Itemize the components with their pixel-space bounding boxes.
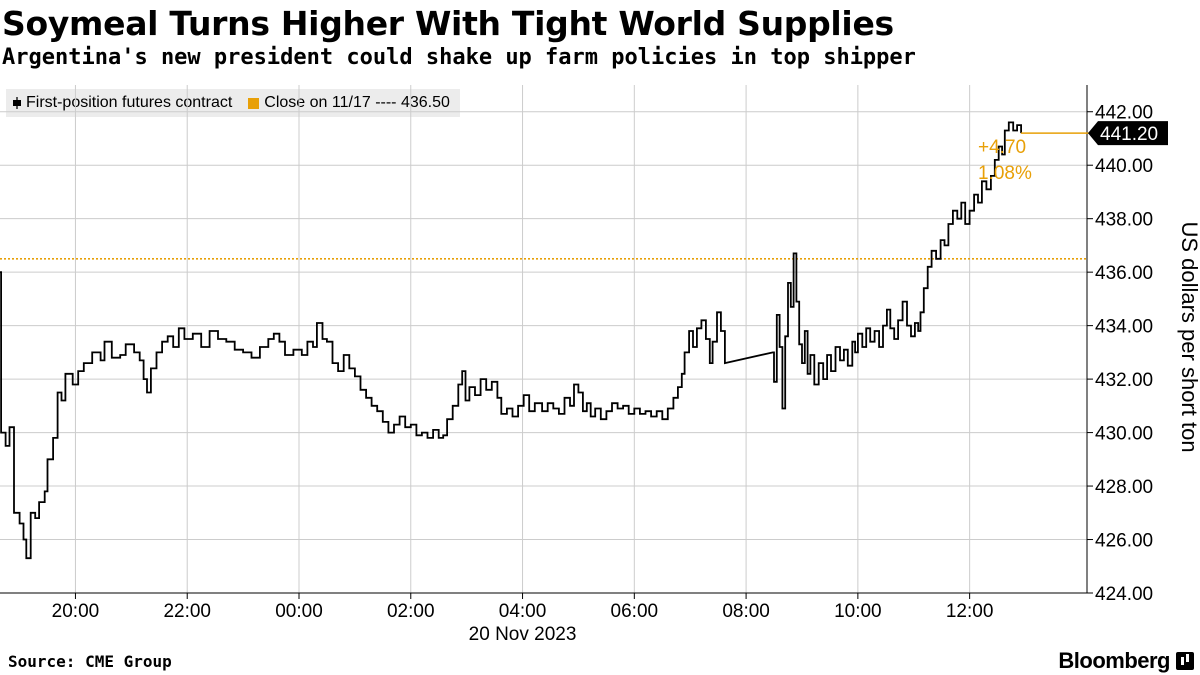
brand-logo: Bloomberg <box>1058 648 1170 673</box>
x-tick-label: 02:00 <box>387 601 435 622</box>
y-tick-label: 428.00 <box>1095 477 1153 498</box>
x-tick-label: 10:00 <box>834 601 882 622</box>
x-tick-label: 00:00 <box>275 601 323 622</box>
x-tick-label: 08:00 <box>722 601 770 622</box>
annotations: 441.20 +4.70 1.08% <box>978 121 1168 184</box>
y-tick-label: 434.00 <box>1095 317 1153 338</box>
y-tick-label: 440.00 <box>1095 156 1153 177</box>
legend: First-position futures contract Close on… <box>6 89 460 117</box>
x-axis: 20:00 22:00 00:00 02:00 04:00 06:00 08:00 10:00… <box>0 592 1087 645</box>
futures-series-line <box>0 121 1022 560</box>
bloomberg-terminal-icon <box>1176 652 1194 670</box>
legend-close-label: Close on 11/17 ---- 436.50 <box>264 94 450 111</box>
y-tick-label: 436.00 <box>1095 263 1153 284</box>
x-tick-label: 12:00 <box>946 601 994 622</box>
legend-item-close: Close on 11/17 ---- 436.50 <box>248 94 450 112</box>
change-abs-label: +4.70 <box>978 137 1026 158</box>
y-tick-label: 424.00 <box>1095 584 1153 605</box>
y-axis: 424.00 426.00 428.00 430.00 432.00 434.00 436.… <box>1086 85 1200 605</box>
change-pct-label: 1.08% <box>978 163 1032 184</box>
legend-series-label: First-position futures contract <box>26 94 233 111</box>
legend-item-series: First-position futures contract <box>12 94 232 112</box>
y-tick-label: 426.00 <box>1095 531 1153 552</box>
x-tick-label: 20:00 <box>52 601 100 622</box>
last-value-label: 441.20 <box>1100 124 1158 145</box>
chart-subtitle: Argentina's new president could shake up… <box>2 45 916 70</box>
x-tick-label: 06:00 <box>611 601 659 622</box>
chart-title: Soymeal Turns Higher With Tight World Su… <box>2 4 894 43</box>
close-swatch <box>248 97 260 109</box>
x-tick-label: 22:00 <box>163 601 211 622</box>
y-tick-label: 430.00 <box>1095 424 1153 445</box>
gridlines <box>0 85 1087 594</box>
candlestick-icon <box>12 97 22 109</box>
y-axis-title: US dollars per short ton <box>1177 221 1200 452</box>
y-tick-label: 432.00 <box>1095 370 1153 391</box>
x-date-label: 20 Nov 2023 <box>469 624 577 645</box>
y-tick-label: 442.00 <box>1095 103 1153 124</box>
last-value-tag <box>1088 121 1168 146</box>
source-note: Source: CME Group <box>8 652 172 671</box>
x-tick-label: 04:00 <box>499 601 547 622</box>
series-line-group <box>0 121 1022 560</box>
y-tick-label: 438.00 <box>1095 210 1153 231</box>
